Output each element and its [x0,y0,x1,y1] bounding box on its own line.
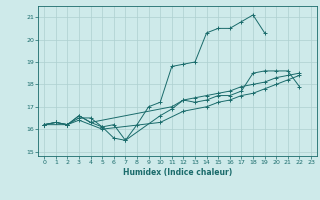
X-axis label: Humidex (Indice chaleur): Humidex (Indice chaleur) [123,168,232,177]
